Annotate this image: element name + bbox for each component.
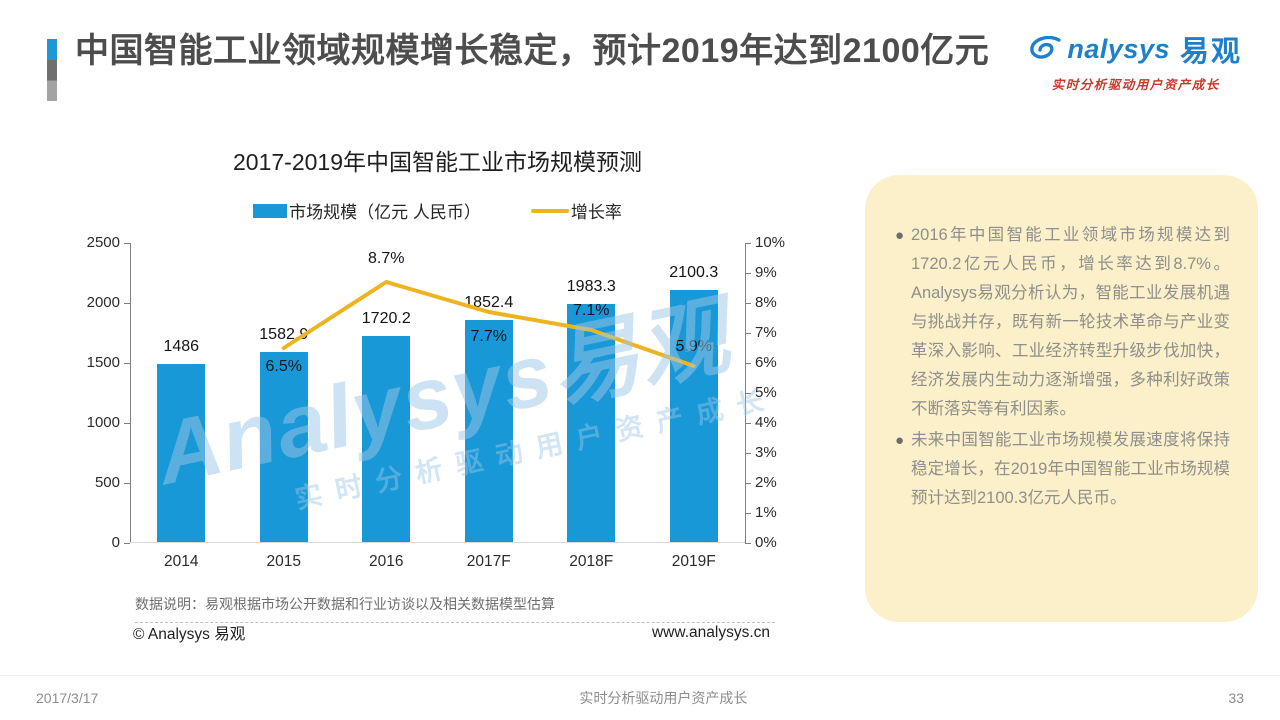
chart-legend: 市场规模（亿元 人民币） 增长率	[130, 198, 745, 223]
bar-value-label: 1486	[163, 337, 200, 355]
left-axis-tick-label: 0	[111, 534, 120, 551]
chart-title: 2017-2019年中国智能工业市场规模预测	[233, 149, 642, 175]
footer-slogan: 实时分析驱动用户资产成长	[579, 690, 748, 706]
website-text: www.analysys.cn	[651, 624, 770, 641]
left-axis-line	[130, 243, 131, 543]
x-axis-label: 2014	[164, 553, 199, 570]
x-axis-label: 2015	[266, 553, 301, 570]
bar-value-label: 1983.3	[566, 278, 616, 295]
right-axis-tick-label: 0%	[755, 534, 777, 551]
right-axis-tick-label: 9%	[755, 264, 777, 281]
bar-value-label: 2100.3	[669, 263, 719, 281]
analysis-bullet-1-text: 2016年中国智能工业领域市场规模达到1720.2亿元人民币，增长率达到8.7%…	[911, 226, 1230, 418]
copyright-text: © Analysys 易观	[133, 626, 246, 643]
line-point-label: 8.7%	[368, 250, 405, 267]
analysis-bullet-1: ● 2016年中国智能工业领域市场规模达到1720.2亿元人民币，增长率达到8.…	[895, 221, 1230, 424]
right-axis-tick	[745, 542, 751, 544]
right-axis-tick	[745, 482, 751, 484]
bar	[567, 304, 616, 542]
right-axis-tick-label: 4%	[755, 414, 777, 431]
left-axis-tick	[124, 542, 130, 544]
bullet-dot-icon: ●	[895, 227, 905, 244]
line-series-swatch	[530, 208, 569, 213]
right-axis-tick-label: 2%	[755, 474, 777, 491]
slide-footer: 2017/3/17 实时分析驱动用户资产成长 33	[0, 675, 1280, 720]
bar	[259, 352, 308, 542]
x-axis-label: 2018F	[569, 553, 614, 570]
x-axis-line	[130, 542, 745, 543]
right-axis-tick-label: 8%	[755, 294, 777, 311]
footer-page-number: 33	[1228, 690, 1244, 706]
bar-value-label: 1720.2	[361, 309, 411, 327]
right-axis-tick	[745, 452, 751, 454]
source-row: © Analysys 易观 www.analysys.cn	[133, 622, 770, 644]
left-axis-tick-label: 1000	[86, 414, 120, 431]
bar	[669, 289, 718, 542]
left-axis-tick-label: 500	[94, 474, 120, 491]
right-axis-tick-label: 10%	[755, 234, 786, 251]
analysys-swoosh-icon	[1029, 35, 1063, 62]
left-axis-tick	[124, 422, 130, 424]
right-axis-tick	[745, 362, 751, 364]
x-axis-label: 2017F	[466, 553, 511, 570]
logo-text-en: nalysys	[1067, 33, 1170, 64]
logo-text-cn: 易观	[1179, 36, 1242, 68]
right-axis-tick	[745, 512, 751, 514]
analysis-bullet-2: ● 未来中国智能工业市场规模发展速度将保持稳定增长，在2019年中国智能工业市场…	[895, 426, 1230, 513]
left-axis-tick-label: 2500	[86, 234, 120, 251]
growth-rate-line	[281, 280, 696, 368]
bar	[157, 363, 206, 542]
line-point-label: 7.7%	[470, 328, 507, 345]
legend-label-growth-rate: 增长率	[570, 203, 622, 222]
data-note: 数据说明：易观根据市场公开数据和行业访谈以及相关数据模型估算	[135, 594, 775, 623]
chart-plot-area: 0 500 1000 1500 2000 2500 0% 1% 2% 3% 4% 5% 6% 7% 8% 9%…	[87, 234, 785, 570]
left-axis-tick	[124, 482, 130, 484]
right-axis-tick	[745, 242, 751, 244]
right-axis-tick-label: 1%	[755, 504, 777, 521]
bar-series-swatch	[253, 203, 288, 218]
x-axis-label: 2016	[369, 553, 404, 570]
left-axis-tick-label: 1500	[86, 354, 120, 371]
line-point-label: 5.9%	[675, 338, 712, 355]
right-axis-tick-label: 6%	[755, 354, 777, 371]
analysis-bullet-2-text: 未来中国智能工业市场规模发展速度将保持稳定增长，在2019年中国智能工业市场规模…	[911, 431, 1230, 507]
x-axis-label: 2019F	[671, 553, 716, 570]
analysys-logo: nalysys 易观 实时分析驱动用户资产成长	[1029, 28, 1242, 93]
footer-date: 2017/3/17	[36, 690, 99, 706]
bar	[362, 335, 411, 542]
right-axis-tick-label: 7%	[755, 324, 777, 341]
title-accent-bar	[47, 39, 57, 101]
right-axis-tick	[745, 332, 751, 334]
right-axis-tick-label: 5%	[755, 384, 777, 401]
page-title: 中国智能工业领域规模增长稳定，预计2019年达到2100亿元	[75, 32, 990, 70]
left-axis-tick	[124, 302, 130, 304]
analysis-panel: ● 2016年中国智能工业领域市场规模达到1720.2亿元人民币，增长率达到8.…	[865, 175, 1258, 622]
right-axis-tick	[745, 422, 751, 424]
right-axis-tick	[745, 302, 751, 304]
right-axis-tick	[745, 392, 751, 394]
left-axis-tick-label: 2000	[86, 294, 120, 311]
legend-item-market-size: 市场规模（亿元 人民币）	[253, 198, 481, 223]
left-axis-tick	[124, 362, 130, 364]
line-point-label: 7.1%	[573, 302, 610, 319]
legend-item-growth-rate: 增长率	[530, 198, 622, 223]
bullet-dot-icon: ●	[895, 432, 905, 449]
line-point-label: 6.5%	[265, 358, 302, 375]
bar	[464, 319, 513, 542]
left-axis-tick	[124, 242, 130, 244]
right-axis-tick	[745, 272, 751, 274]
logo-tagline: 实时分析驱动用户资产成长	[1051, 78, 1220, 92]
legend-label-market-size: 市场规模（亿元 人民币）	[289, 203, 481, 222]
right-axis-tick-label: 3%	[755, 444, 777, 461]
